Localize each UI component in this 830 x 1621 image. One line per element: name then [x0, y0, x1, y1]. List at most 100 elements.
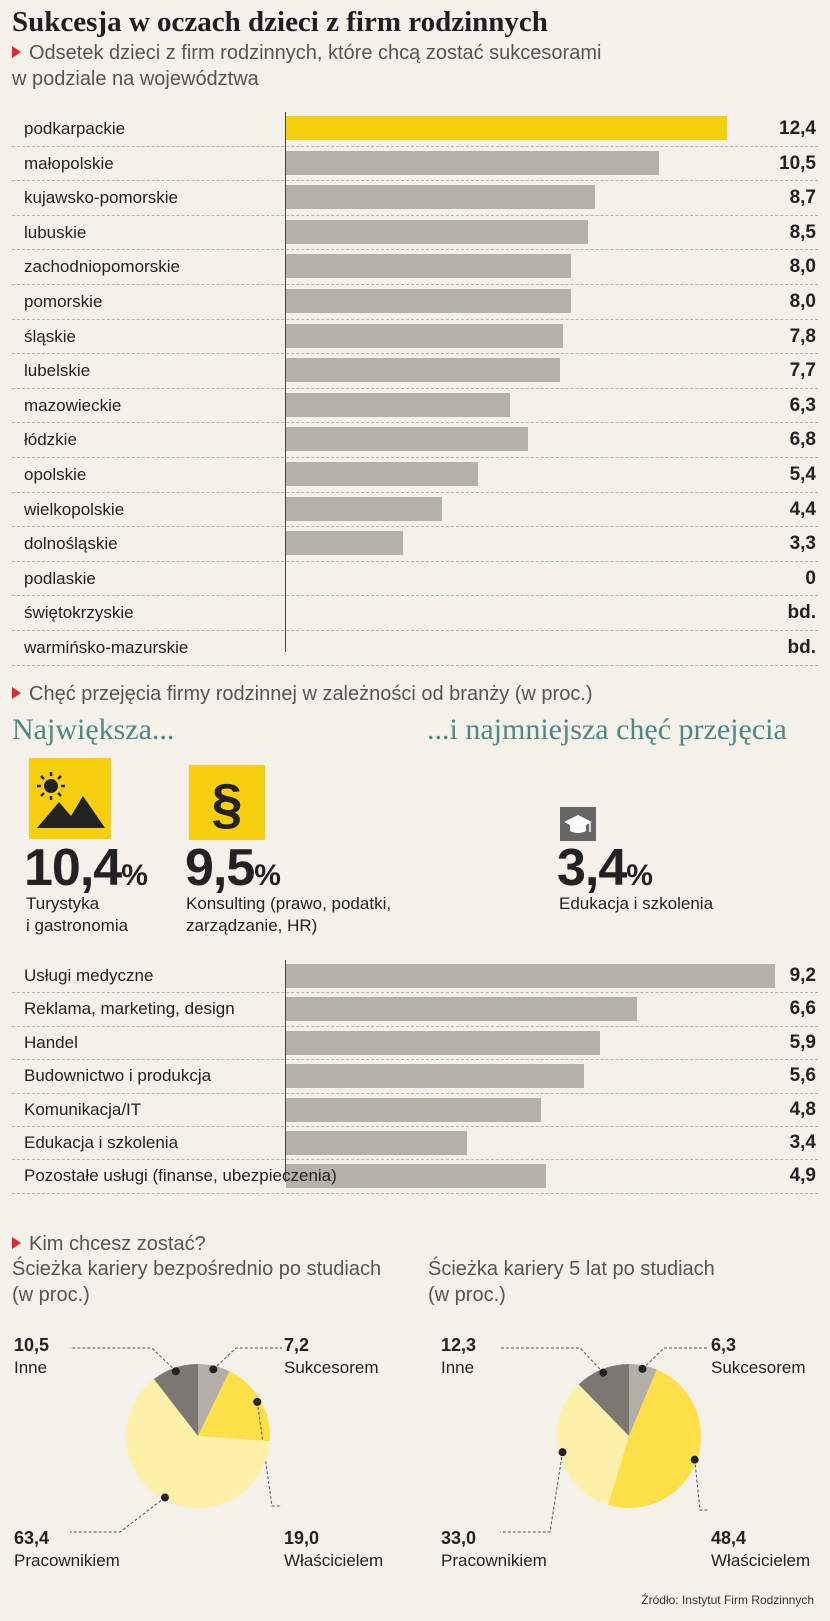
pie1-slice-właścicielem [198, 1371, 270, 1442]
industry-row: Edukacja i szkolenia 3,4 [12, 1127, 818, 1161]
triangle-marker-icon [12, 1237, 21, 1249]
voivodeship-category-label: kujawsko-pomorskie [24, 188, 178, 208]
section-header: Kim chcesz zostać? [12, 1231, 206, 1257]
voivodeship-category-label: warmińsko-mazurskie [24, 637, 189, 657]
pie2-slice-sukcesorem [629, 1364, 657, 1436]
pie1-leader-line [212, 1347, 282, 1370]
voivodeship-bar [286, 288, 571, 313]
voivodeship-category-label: mazowieckie [24, 395, 122, 415]
industry-category-label: Budownictwo i produkcja [24, 1066, 212, 1086]
subtitle-line-1: Odsetek dzieci z firm rodzinnych, które … [29, 42, 602, 64]
industry-bar [286, 1097, 542, 1122]
industry-category-label: Reklama, marketing, design [24, 999, 235, 1019]
industry-row: Handel 5,9 [12, 1027, 818, 1061]
paragraph-icon: § [189, 765, 265, 840]
highlight-value-3: 3,4% [557, 839, 653, 897]
industry-row: Pozostałe usługi (finanse, ubezpieczenia… [12, 1160, 818, 1194]
landscape-icon [29, 758, 111, 839]
voivodeship-category-label: śląskie [24, 326, 76, 346]
voivodeship-value-label: 5,4 [789, 463, 816, 485]
axis-line [285, 112, 286, 652]
chart-title: Sukcesja w oczach dzieci z firm rodzinny… [12, 6, 548, 38]
pie1-label-pracownikiem: 63,4 Pracownikiem [14, 1528, 120, 1570]
voivodeship-bar [286, 254, 571, 279]
voivodeship-bar [286, 323, 564, 348]
chart-subtitle: Odsetek dzieci z firm rodzinnych, które … [12, 40, 601, 92]
pie2-slice-inne [578, 1364, 629, 1436]
voivodeship-row: śląskie 7,8 [12, 320, 818, 355]
pie1-leader-dot [160, 1493, 169, 1502]
voivodeship-bar [286, 496, 443, 521]
pie2-leader-line [500, 1452, 564, 1533]
industry-value-label: 5,9 [789, 1031, 816, 1053]
voivodeship-category-label: lubuskie [24, 222, 87, 242]
industry-value-label: 3,4 [789, 1131, 816, 1153]
voivodeship-category-label: podkarpackie [24, 119, 126, 138]
voivodeship-value-label: 8,0 [789, 290, 816, 312]
industry-row: Reklama, marketing, design 6,6 [12, 993, 818, 1027]
pie2-title: Ścieżka kariery 5 lat po studiach (w proc… [428, 1258, 715, 1306]
industry-category-label: Edukacja i szkolenia [24, 1132, 179, 1152]
triangle-marker-icon [12, 46, 21, 58]
pie2-label-pracownikiem: 33,0 Pracownikiem [441, 1528, 547, 1570]
voivodeship-bar [286, 427, 528, 452]
industry-category-label: Komunikacja/IT [24, 1099, 142, 1119]
voivodeship-value-label: bd. [787, 636, 817, 658]
voivodeship-value-label: 7,7 [789, 360, 816, 382]
highlight-value-2: 9,5% [185, 839, 281, 897]
voivodeship-row: małopolskie 10,5 [12, 147, 818, 182]
industry-value-label: 5,6 [789, 1065, 816, 1087]
voivodeship-category-label: dolnośląskie [24, 534, 118, 554]
pie2-leader-dot [599, 1368, 608, 1377]
pie2-leader-dot [690, 1455, 699, 1464]
pie1-slice-pracownikiem [125, 1379, 270, 1508]
voivodeship-category-label: podlaskie [24, 568, 96, 588]
industry-row: Budownictwo i produkcja 5,6 [12, 1060, 818, 1094]
voivodeship-category-label: pomorskie [24, 291, 103, 311]
voivodeship-row: lubuskie 8,5 [12, 216, 818, 251]
voivodeship-row: łódzkie 6,8 [12, 423, 818, 458]
pie2-leader-line [694, 1459, 708, 1511]
industry-bar [286, 1164, 547, 1189]
industry-bar [286, 997, 637, 1022]
voivodeship-value-label: 3,3 [789, 533, 816, 555]
voivodeship-row: zachodniopomorskie 8,0 [12, 250, 818, 285]
pie2-slice-właścicielem [608, 1369, 701, 1508]
voivodeship-bar [286, 392, 511, 417]
pie1-label-wlascicielem: 19,0 Właścicielem [284, 1528, 384, 1570]
industry-row: Usługi medyczne 9,2 [12, 960, 818, 994]
voivodeship-row: kujawsko-pomorskie 8,7 [12, 181, 818, 216]
pie2-label-wlascicielem: 48,4 Właścicielem [711, 1528, 811, 1570]
pie1-label-inne: 10,5 Inne [14, 1335, 50, 1377]
largest-heading: Największa... [12, 713, 175, 746]
voivodeship-category-label: łódzkie [24, 430, 77, 450]
voivodeship-value-label: bd. [787, 602, 817, 624]
pie1-slice-inne [153, 1364, 198, 1436]
highlight-label-3: Edukacja i szkolenia [559, 894, 714, 913]
industry-value-label: 6,6 [789, 998, 816, 1020]
pie1-leader-line [256, 1401, 282, 1507]
voivodeship-category-label: opolskie [24, 464, 87, 484]
industry-value-label: 4,8 [789, 1098, 816, 1120]
voivodeship-bar-chart: podkarpackie 12,4 małopolskie 10,5 kujawsko-… [12, 112, 818, 666]
voivodeship-value-label: 12,4 [779, 118, 816, 139]
voivodeship-value-label: 8,0 [789, 256, 816, 278]
industry-row: Komunikacja/IT 4,8 [12, 1094, 818, 1127]
voivodeship-bar [286, 185, 596, 210]
voivodeship-row: świętokrzyskie bd. [12, 596, 818, 631]
voivodeship-bar [286, 116, 727, 140]
pie1-leader-line [70, 1347, 177, 1372]
voivodeship-value-label: 4,4 [789, 498, 816, 520]
voivodeship-value-label: 10,5 [779, 152, 816, 174]
voivodeship-row: opolskie 5,4 [12, 458, 818, 493]
industry-bar [286, 964, 775, 988]
pie2-leader-line [642, 1347, 708, 1370]
industry-value-label: 4,9 [789, 1165, 816, 1187]
axis-line [285, 960, 286, 1182]
voivodeship-row: lubelskie 7,7 [12, 354, 818, 389]
source-note: Źródło: Instytut Firm Rodzinnych [641, 1593, 814, 1607]
pie1-leader-dot [171, 1367, 180, 1376]
voivodeship-bar [286, 461, 479, 486]
highlight-label-1: Turystyka i gastronomia [26, 894, 129, 935]
voivodeship-row: wielkopolskie 4,4 [12, 493, 818, 528]
